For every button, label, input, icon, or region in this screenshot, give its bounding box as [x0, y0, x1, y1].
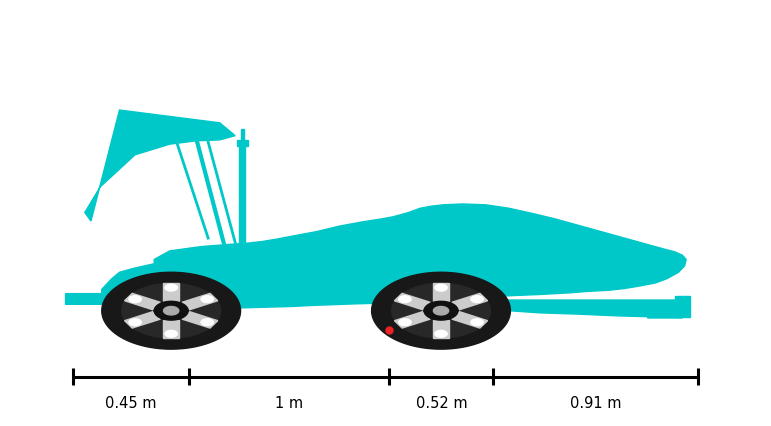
Circle shape: [165, 285, 177, 291]
Circle shape: [399, 319, 411, 326]
Polygon shape: [452, 312, 487, 328]
Polygon shape: [182, 312, 217, 328]
Circle shape: [201, 296, 214, 303]
Polygon shape: [163, 307, 179, 315]
Circle shape: [165, 331, 177, 337]
Polygon shape: [452, 294, 487, 310]
Circle shape: [471, 296, 483, 303]
Polygon shape: [433, 320, 449, 338]
Circle shape: [129, 296, 141, 303]
Text: 1 m: 1 m: [275, 395, 303, 410]
Polygon shape: [241, 130, 244, 141]
Polygon shape: [372, 273, 510, 349]
Polygon shape: [102, 204, 686, 308]
Text: 0.45 m: 0.45 m: [106, 395, 157, 410]
Polygon shape: [154, 302, 188, 320]
Polygon shape: [392, 284, 490, 338]
Polygon shape: [66, 294, 154, 305]
Polygon shape: [237, 141, 248, 147]
Polygon shape: [182, 294, 217, 310]
Polygon shape: [433, 307, 449, 315]
Circle shape: [471, 319, 483, 326]
Polygon shape: [675, 296, 690, 317]
Polygon shape: [125, 312, 160, 328]
Polygon shape: [239, 145, 245, 245]
Circle shape: [399, 296, 411, 303]
Polygon shape: [163, 284, 179, 302]
Text: 0.91 m: 0.91 m: [570, 395, 621, 410]
Polygon shape: [648, 312, 682, 318]
Circle shape: [129, 319, 141, 326]
Polygon shape: [409, 302, 486, 309]
Polygon shape: [395, 294, 430, 310]
Polygon shape: [395, 312, 430, 328]
Text: 0.52 m: 0.52 m: [416, 395, 467, 410]
Point: [383, 327, 396, 334]
Polygon shape: [163, 320, 179, 338]
Polygon shape: [102, 273, 241, 349]
Circle shape: [435, 285, 447, 291]
Polygon shape: [433, 284, 449, 302]
Polygon shape: [486, 300, 688, 317]
Polygon shape: [424, 302, 458, 320]
Circle shape: [201, 319, 214, 326]
Polygon shape: [125, 294, 160, 310]
Polygon shape: [85, 111, 235, 222]
Polygon shape: [122, 284, 221, 338]
Circle shape: [435, 331, 447, 337]
